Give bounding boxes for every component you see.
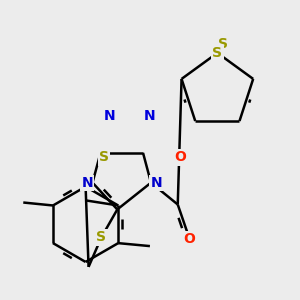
- Text: S: S: [97, 230, 106, 244]
- Text: N: N: [151, 176, 162, 190]
- Text: S: S: [99, 150, 109, 164]
- Text: S: S: [212, 46, 222, 60]
- Text: N: N: [144, 109, 156, 123]
- Text: O: O: [174, 150, 186, 164]
- Text: N: N: [81, 176, 93, 190]
- Text: N: N: [104, 109, 116, 123]
- Text: O: O: [184, 232, 196, 246]
- Text: S: S: [218, 38, 228, 52]
